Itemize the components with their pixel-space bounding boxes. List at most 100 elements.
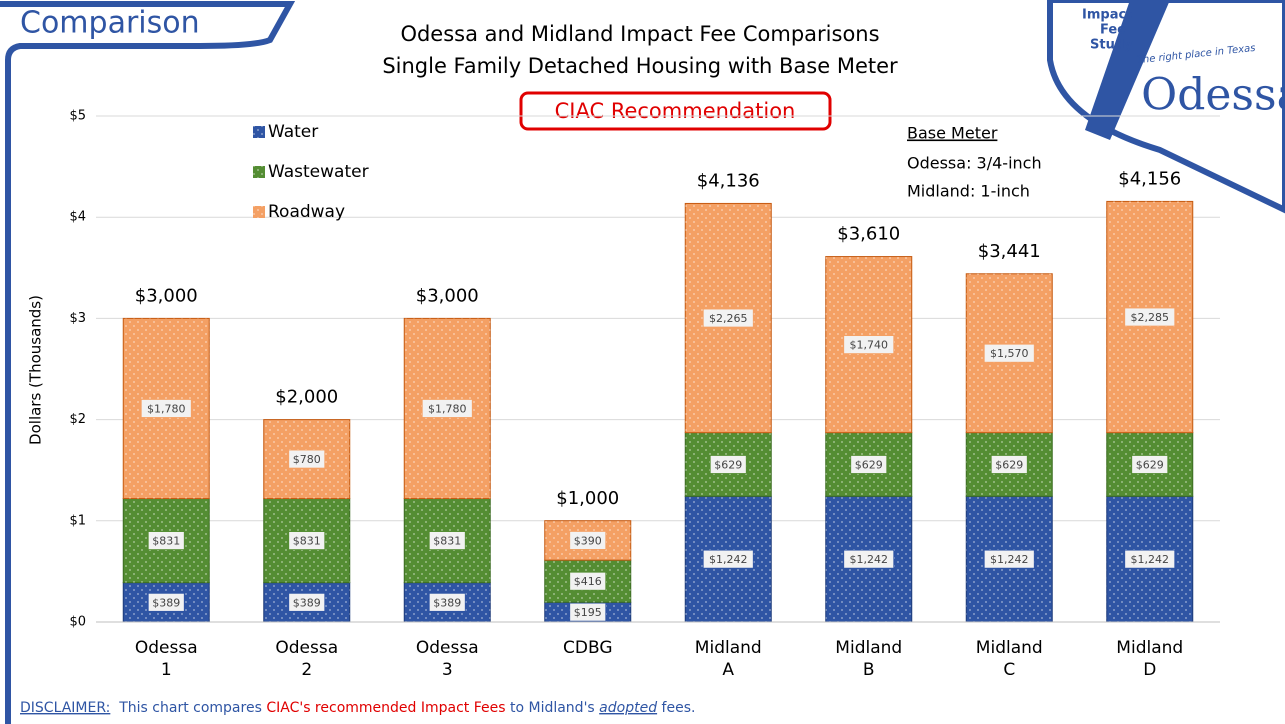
value-label-box (702, 308, 754, 328)
y-tick-label: $4 (69, 210, 86, 225)
value-label: $2,265 (709, 312, 748, 325)
legend-texture (253, 206, 265, 218)
total-label: $3,441 (978, 241, 1041, 262)
total-label: $3,000 (416, 285, 479, 306)
x-tick-label: Odessa (416, 638, 479, 658)
value-label-box (983, 549, 1035, 569)
value-label: $1,242 (850, 553, 889, 566)
value-label: $629 (855, 458, 883, 471)
x-tick-label: 1 (161, 660, 172, 680)
y-axis-label: Dollars (Thousands) (27, 295, 45, 445)
value-label-box (843, 335, 895, 355)
value-label: $389 (433, 596, 461, 609)
x-tick-label: CDBG (563, 638, 613, 658)
disclaimer-part: DISCLAIMER: (20, 700, 110, 716)
title-line: Odessa and Midland Impact Fee Comparison… (400, 22, 879, 46)
disclaimer-part: CIAC's recommended Impact Fees (266, 700, 505, 716)
legend-texture (253, 166, 265, 178)
value-label-box (1131, 455, 1169, 474)
x-tick-label: Midland (976, 638, 1043, 658)
x-tick-label: A (722, 660, 734, 680)
legend-label: Wastewater (268, 162, 369, 182)
value-label: $1,740 (850, 339, 889, 352)
y-tick-label: $3 (69, 311, 86, 326)
legend-label: Water (268, 122, 318, 142)
value-label-box (1124, 307, 1176, 327)
value-label: $831 (152, 535, 180, 548)
note-line: Midland: 1-inch (907, 182, 1030, 201)
value-label-box (569, 602, 607, 622)
value-label: $629 (995, 458, 1023, 471)
y-tick-label: $1 (69, 513, 86, 528)
total-label: $4,136 (697, 170, 760, 191)
note-line: Odessa: 3/4-inch (907, 154, 1042, 173)
x-tick-label: C (1003, 660, 1015, 680)
value-label: $1,242 (709, 553, 748, 566)
value-label-box (147, 592, 185, 612)
value-label-box (147, 531, 185, 550)
value-label-box (288, 449, 326, 469)
x-tick-label: Odessa (135, 638, 198, 658)
y-tick-label: $0 (69, 615, 86, 630)
disclaimer-part: to Midland's (506, 700, 600, 716)
total-label: $3,000 (135, 285, 198, 306)
logo-name: Odessa (1141, 70, 1285, 121)
total-label: $3,610 (837, 224, 900, 245)
value-label: $1,242 (1131, 553, 1170, 566)
y-tick-label: $5 (69, 109, 86, 124)
note-title: Base Meter (907, 124, 998, 143)
legend-label: Roadway (268, 202, 345, 222)
value-label: $831 (433, 535, 461, 548)
x-tick-label: B (863, 660, 875, 680)
logo-badge: Fee (1100, 23, 1126, 38)
value-label-box (983, 343, 1035, 363)
value-label: $389 (293, 596, 321, 609)
recommendation-box (519, 91, 832, 131)
value-label-box (843, 549, 895, 569)
value-label-box (1124, 549, 1176, 569)
value-label-box (709, 455, 747, 474)
x-tick-label: 2 (301, 660, 312, 680)
value-label: $1,780 (428, 402, 467, 415)
value-label-box (288, 531, 326, 550)
value-label-box (288, 592, 326, 612)
value-label: $2,285 (1131, 311, 1170, 324)
value-label: $195 (574, 606, 602, 619)
value-label-box (140, 399, 192, 418)
value-label: $1,242 (990, 553, 1029, 566)
value-label: $389 (152, 596, 180, 609)
disclaimer-part: fees. (657, 700, 695, 716)
x-tick-label: D (1143, 660, 1156, 680)
logo: Impact Fee Study The right place in Texa… (1047, 0, 1285, 214)
value-label: $390 (574, 534, 602, 547)
total-label: $1,000 (556, 488, 619, 509)
recommendation: CIAC Recommendation (555, 99, 796, 123)
y-tick-label: $2 (69, 412, 86, 427)
value-label: $629 (1136, 458, 1164, 471)
logo-stripe (1085, 0, 1170, 140)
x-tick-label: Odessa (275, 638, 338, 658)
header-frame (0, 1, 296, 724)
x-tick-label: Midland (835, 638, 902, 658)
value-label: $416 (574, 575, 602, 588)
logo-badge: Study (1090, 38, 1133, 53)
title-line: Single Family Detached Housing with Base… (382, 54, 898, 78)
x-tick-label: Midland (1116, 638, 1183, 658)
value-label-box (428, 531, 466, 550)
header: Comparison (20, 6, 200, 41)
value-label-box (569, 571, 607, 591)
disclaimer-part: This chart compares (110, 700, 266, 716)
disclaimer: DISCLAIMER: This chart compares CIAC's r… (20, 700, 695, 716)
value-label-box (428, 592, 466, 612)
value-label: $1,570 (990, 347, 1029, 360)
total-label: $2,000 (275, 387, 338, 408)
value-label-box (850, 455, 888, 474)
value-label: $831 (293, 535, 321, 548)
x-tick-label: Midland (695, 638, 762, 658)
logo-badge: Impact (1082, 8, 1132, 23)
value-label: $780 (293, 453, 321, 466)
x-tick-label: 3 (442, 660, 453, 680)
total-label: $4,156 (1118, 168, 1181, 189)
value-label-box (569, 531, 607, 550)
